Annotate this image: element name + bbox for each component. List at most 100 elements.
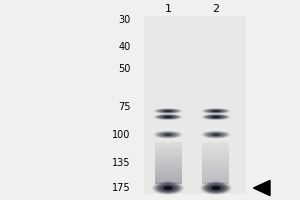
Bar bbox=[154, 167, 182, 169]
Bar bbox=[202, 156, 230, 157]
Bar bbox=[202, 149, 230, 150]
Ellipse shape bbox=[212, 133, 220, 136]
Ellipse shape bbox=[158, 115, 178, 119]
Ellipse shape bbox=[212, 116, 220, 118]
Bar bbox=[202, 160, 230, 162]
Bar bbox=[202, 150, 230, 152]
Ellipse shape bbox=[155, 131, 181, 138]
Ellipse shape bbox=[162, 116, 174, 118]
Ellipse shape bbox=[208, 133, 224, 137]
Bar bbox=[154, 155, 182, 156]
Bar bbox=[202, 163, 230, 164]
Bar bbox=[202, 162, 230, 163]
Ellipse shape bbox=[154, 114, 182, 120]
Bar bbox=[154, 181, 182, 183]
Ellipse shape bbox=[205, 114, 227, 119]
Bar bbox=[154, 157, 182, 159]
Ellipse shape bbox=[158, 115, 178, 119]
Bar bbox=[202, 157, 230, 159]
Bar bbox=[154, 178, 182, 180]
Bar bbox=[202, 145, 230, 146]
Ellipse shape bbox=[200, 181, 232, 195]
Ellipse shape bbox=[202, 108, 230, 114]
Bar bbox=[154, 164, 182, 166]
Ellipse shape bbox=[207, 109, 225, 113]
Ellipse shape bbox=[203, 131, 229, 138]
Bar bbox=[154, 169, 182, 170]
Ellipse shape bbox=[207, 132, 225, 137]
Bar bbox=[154, 143, 182, 145]
Ellipse shape bbox=[212, 110, 220, 112]
Ellipse shape bbox=[161, 185, 175, 191]
Bar bbox=[202, 181, 230, 183]
Bar bbox=[202, 167, 230, 169]
Ellipse shape bbox=[154, 131, 182, 138]
Bar bbox=[154, 149, 182, 150]
Bar bbox=[202, 170, 230, 171]
Ellipse shape bbox=[206, 115, 226, 119]
Ellipse shape bbox=[206, 109, 226, 113]
Bar bbox=[154, 174, 182, 176]
Ellipse shape bbox=[156, 131, 180, 138]
Ellipse shape bbox=[158, 132, 178, 138]
Text: 50: 50 bbox=[118, 64, 130, 74]
Ellipse shape bbox=[157, 114, 179, 119]
Bar bbox=[154, 180, 182, 181]
Ellipse shape bbox=[210, 116, 222, 118]
Ellipse shape bbox=[157, 183, 179, 193]
Ellipse shape bbox=[206, 184, 226, 192]
Ellipse shape bbox=[209, 185, 223, 191]
Bar bbox=[202, 142, 230, 143]
Ellipse shape bbox=[160, 133, 176, 137]
Bar bbox=[154, 146, 182, 148]
Ellipse shape bbox=[208, 115, 224, 119]
Bar bbox=[202, 152, 230, 153]
Ellipse shape bbox=[204, 183, 228, 193]
Bar bbox=[154, 152, 182, 153]
Bar bbox=[202, 178, 230, 180]
Bar bbox=[202, 171, 230, 173]
Ellipse shape bbox=[155, 109, 181, 113]
Bar bbox=[202, 169, 230, 170]
Ellipse shape bbox=[153, 182, 183, 194]
Ellipse shape bbox=[155, 183, 181, 193]
Ellipse shape bbox=[209, 115, 223, 118]
Text: 1: 1 bbox=[164, 4, 172, 14]
Bar bbox=[154, 159, 182, 160]
Ellipse shape bbox=[205, 132, 227, 138]
Bar bbox=[202, 176, 230, 177]
Bar bbox=[154, 176, 182, 177]
Bar bbox=[202, 143, 230, 145]
Text: 135: 135 bbox=[112, 158, 130, 168]
Ellipse shape bbox=[203, 183, 229, 193]
Ellipse shape bbox=[208, 185, 224, 191]
Ellipse shape bbox=[162, 110, 174, 112]
Ellipse shape bbox=[159, 184, 177, 192]
Bar bbox=[144, 16, 246, 194]
Ellipse shape bbox=[155, 114, 181, 120]
Ellipse shape bbox=[157, 132, 179, 138]
Ellipse shape bbox=[206, 109, 226, 113]
Bar bbox=[154, 166, 182, 167]
Ellipse shape bbox=[154, 182, 182, 194]
Bar bbox=[202, 148, 230, 149]
Ellipse shape bbox=[161, 110, 175, 112]
Text: 100: 100 bbox=[112, 130, 130, 140]
Ellipse shape bbox=[204, 109, 228, 113]
Ellipse shape bbox=[204, 131, 228, 138]
Ellipse shape bbox=[164, 110, 172, 112]
Ellipse shape bbox=[209, 133, 223, 137]
Ellipse shape bbox=[211, 186, 221, 190]
Ellipse shape bbox=[163, 186, 173, 190]
Ellipse shape bbox=[210, 110, 222, 112]
Bar bbox=[154, 171, 182, 173]
Ellipse shape bbox=[160, 110, 176, 113]
Ellipse shape bbox=[158, 184, 178, 192]
Bar bbox=[154, 162, 182, 163]
Ellipse shape bbox=[157, 109, 179, 113]
Ellipse shape bbox=[208, 110, 224, 113]
Ellipse shape bbox=[207, 184, 225, 192]
Bar bbox=[202, 177, 230, 178]
Ellipse shape bbox=[164, 116, 172, 118]
Bar bbox=[154, 160, 182, 162]
